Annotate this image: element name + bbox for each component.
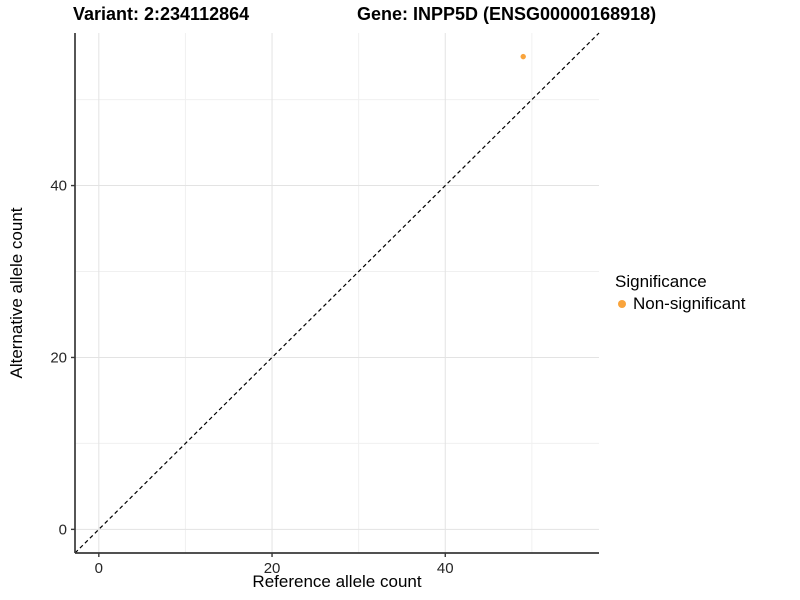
- y-tick-label: 0: [59, 521, 67, 538]
- plot-title-gene: Gene: INPP5D (ENSG00000168918): [357, 4, 657, 24]
- legend: Significance Non-significant: [615, 272, 745, 314]
- legend-item-label: Non-significant: [633, 294, 746, 313]
- x-axis-title: Reference allele count: [252, 572, 422, 591]
- x-tick-label: 40: [437, 560, 454, 577]
- x-tick-label: 20: [264, 560, 281, 577]
- y-tick-label: 20: [50, 349, 67, 366]
- x-tick-label: 0: [95, 560, 103, 577]
- y-axis-title: Alternative allele count: [7, 207, 26, 379]
- y-tick-label: 40: [50, 178, 67, 195]
- plot-title-variant: Variant: 2:234112864: [73, 4, 250, 24]
- legend-item: Non-significant: [615, 294, 745, 314]
- data-point: [520, 53, 526, 60]
- identity-dashed-line: [74, 32, 600, 554]
- legend-title: Significance: [615, 272, 707, 291]
- legend-point-marker: [618, 300, 626, 308]
